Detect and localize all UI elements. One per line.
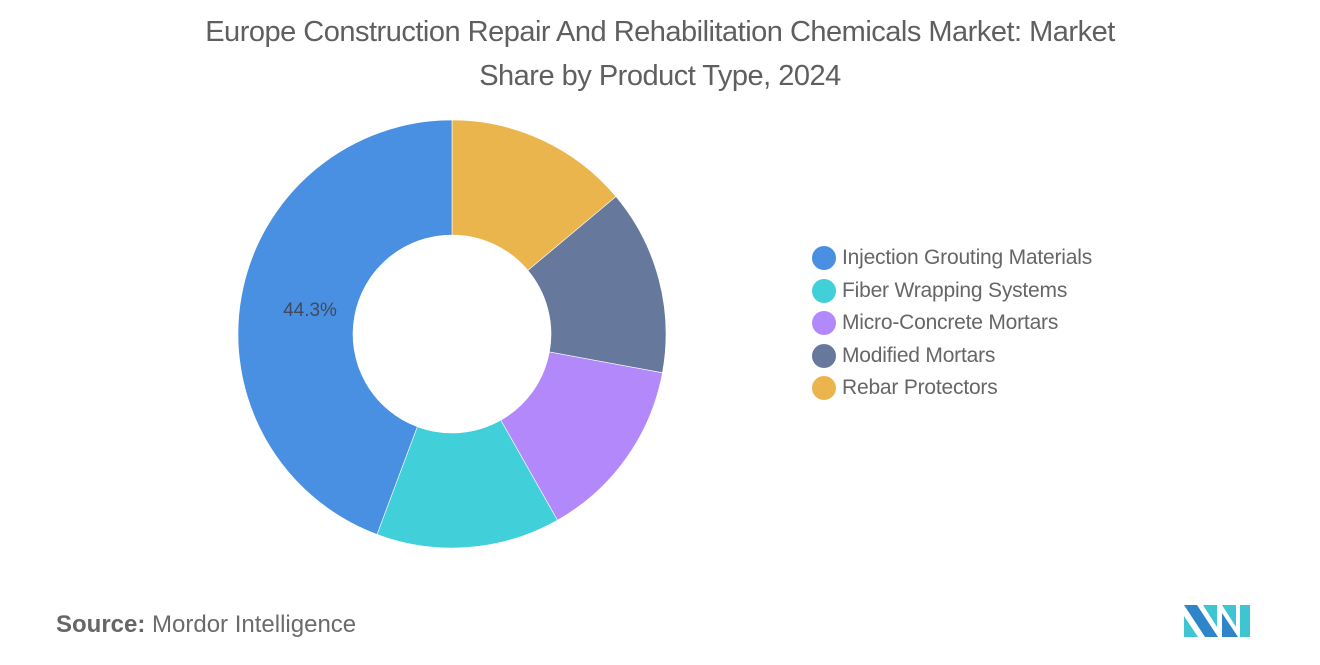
source-attribution: Source: Mordor Intelligence: [56, 611, 356, 639]
chart-legend: Injection Grouting Materials Fiber Wrapp…: [812, 242, 1092, 405]
mordor-intelligence-logo-icon: [1184, 605, 1250, 637]
legend-dot-icon: [812, 343, 836, 368]
source-key: Source:: [56, 611, 146, 638]
donut-slices: [237, 119, 667, 549]
legend-dot-icon: [812, 311, 836, 336]
chart-title-line-2: Share by Product Type, 2024: [479, 60, 841, 92]
legend-label: Injection Grouting Materials: [842, 246, 1093, 270]
legend-dot-icon: [812, 376, 836, 401]
legend-label: Rebar Protectors: [842, 376, 998, 400]
legend-item-rebar-protectors[interactable]: Rebar Protectors: [812, 372, 1092, 405]
donut-slice-rebar-protectors[interactable]: [451, 119, 617, 271]
legend-item-fiber-wrapping-systems[interactable]: Fiber Wrapping Systems: [812, 275, 1092, 308]
donut-slice-micro-concrete-mortars[interactable]: [500, 351, 663, 521]
legend-label: Micro-Concrete Mortars: [842, 311, 1059, 335]
legend-dot-icon: [812, 246, 836, 271]
chart-title-line-1: Europe Construction Repair And Rehabilit…: [205, 16, 1115, 48]
donut-slice-injection-grouting-materials[interactable]: [237, 119, 453, 535]
donut-slice-fiber-wrapping-systems[interactable]: [376, 419, 558, 549]
legend-label: Modified Mortars: [842, 343, 996, 367]
chart-title: Europe Construction Repair And Rehabilit…: [0, 10, 1320, 98]
legend-dot-icon: [812, 278, 836, 303]
donut-slice-modified-mortars[interactable]: [527, 196, 667, 374]
legend-item-micro-concrete-mortars[interactable]: Micro-Concrete Mortars: [812, 307, 1092, 340]
legend-item-injection-grouting-materials[interactable]: Injection Grouting Materials: [812, 242, 1092, 275]
legend-item-modified-mortars[interactable]: Modified Mortars: [812, 340, 1092, 373]
legend-label: Fiber Wrapping Systems: [842, 278, 1068, 302]
source-value: Mordor Intelligence: [152, 611, 357, 638]
slice-label-injection-grouting: 44.3%: [283, 300, 337, 321]
